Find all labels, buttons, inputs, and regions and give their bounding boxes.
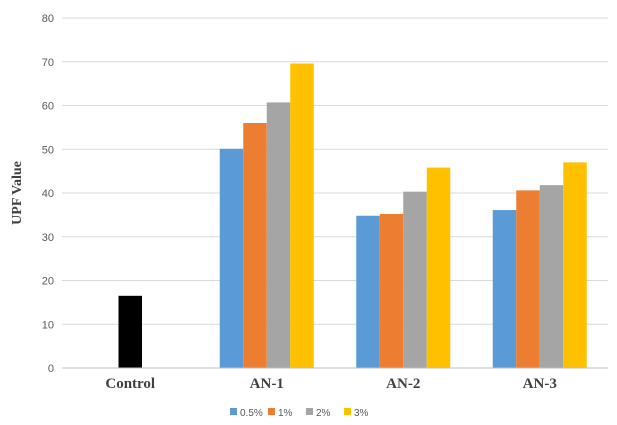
legend-label: 2% [316,408,331,419]
legend-swatch [344,408,351,415]
y-axis-ticks: 0 10 20 30 40 50 60 70 80 [42,13,54,375]
gridlines [62,17,608,325]
bar-an-1-0-5pct [219,148,244,368]
bar-an-1-3pct [290,63,314,368]
bar-an-2-0-5pct [356,215,380,368]
x-category-label: AN-3 [523,376,557,392]
legend-label: 0.5% [240,408,263,419]
legend-swatch [306,408,313,415]
bar-an-1-1pct [243,123,267,368]
y-tick-label: 40 [42,188,54,200]
bar-an-3-1pct [516,190,540,368]
bar-an-1-2pct [266,102,291,368]
y-tick-label: 70 [42,57,54,69]
legend: 0.5% 1% 2% 3% [230,408,369,419]
legend-label: 1% [278,408,293,419]
x-category-label: AN-2 [386,376,420,392]
bars [118,63,587,368]
bar-an-2-3pct [426,167,451,368]
y-tick-label: 50 [42,144,54,156]
bar-an-3-0-5pct [492,210,517,368]
y-tick-label: 60 [42,101,54,113]
bar-an-2-2pct [403,191,427,368]
y-axis-label: UPF Value [10,161,25,225]
legend-swatch [230,408,237,415]
y-tick-label: 80 [42,13,54,25]
x-category-label: AN-1 [250,376,284,392]
bar-an-3-2pct [539,185,564,368]
legend-swatch [268,408,275,415]
x-category-label: Control [105,376,155,392]
bar-an-2-1pct [379,214,404,368]
y-tick-label: 30 [42,232,54,244]
y-tick-label: 0 [48,363,54,375]
bar-control [118,295,142,368]
y-tick-label: 10 [42,319,54,331]
x-axis-categories: Control AN-1 AN-2 AN-3 [105,376,556,392]
y-tick-label: 20 [42,276,54,288]
legend-label: 3% [354,408,369,419]
bar-an-3-3pct [563,162,587,368]
